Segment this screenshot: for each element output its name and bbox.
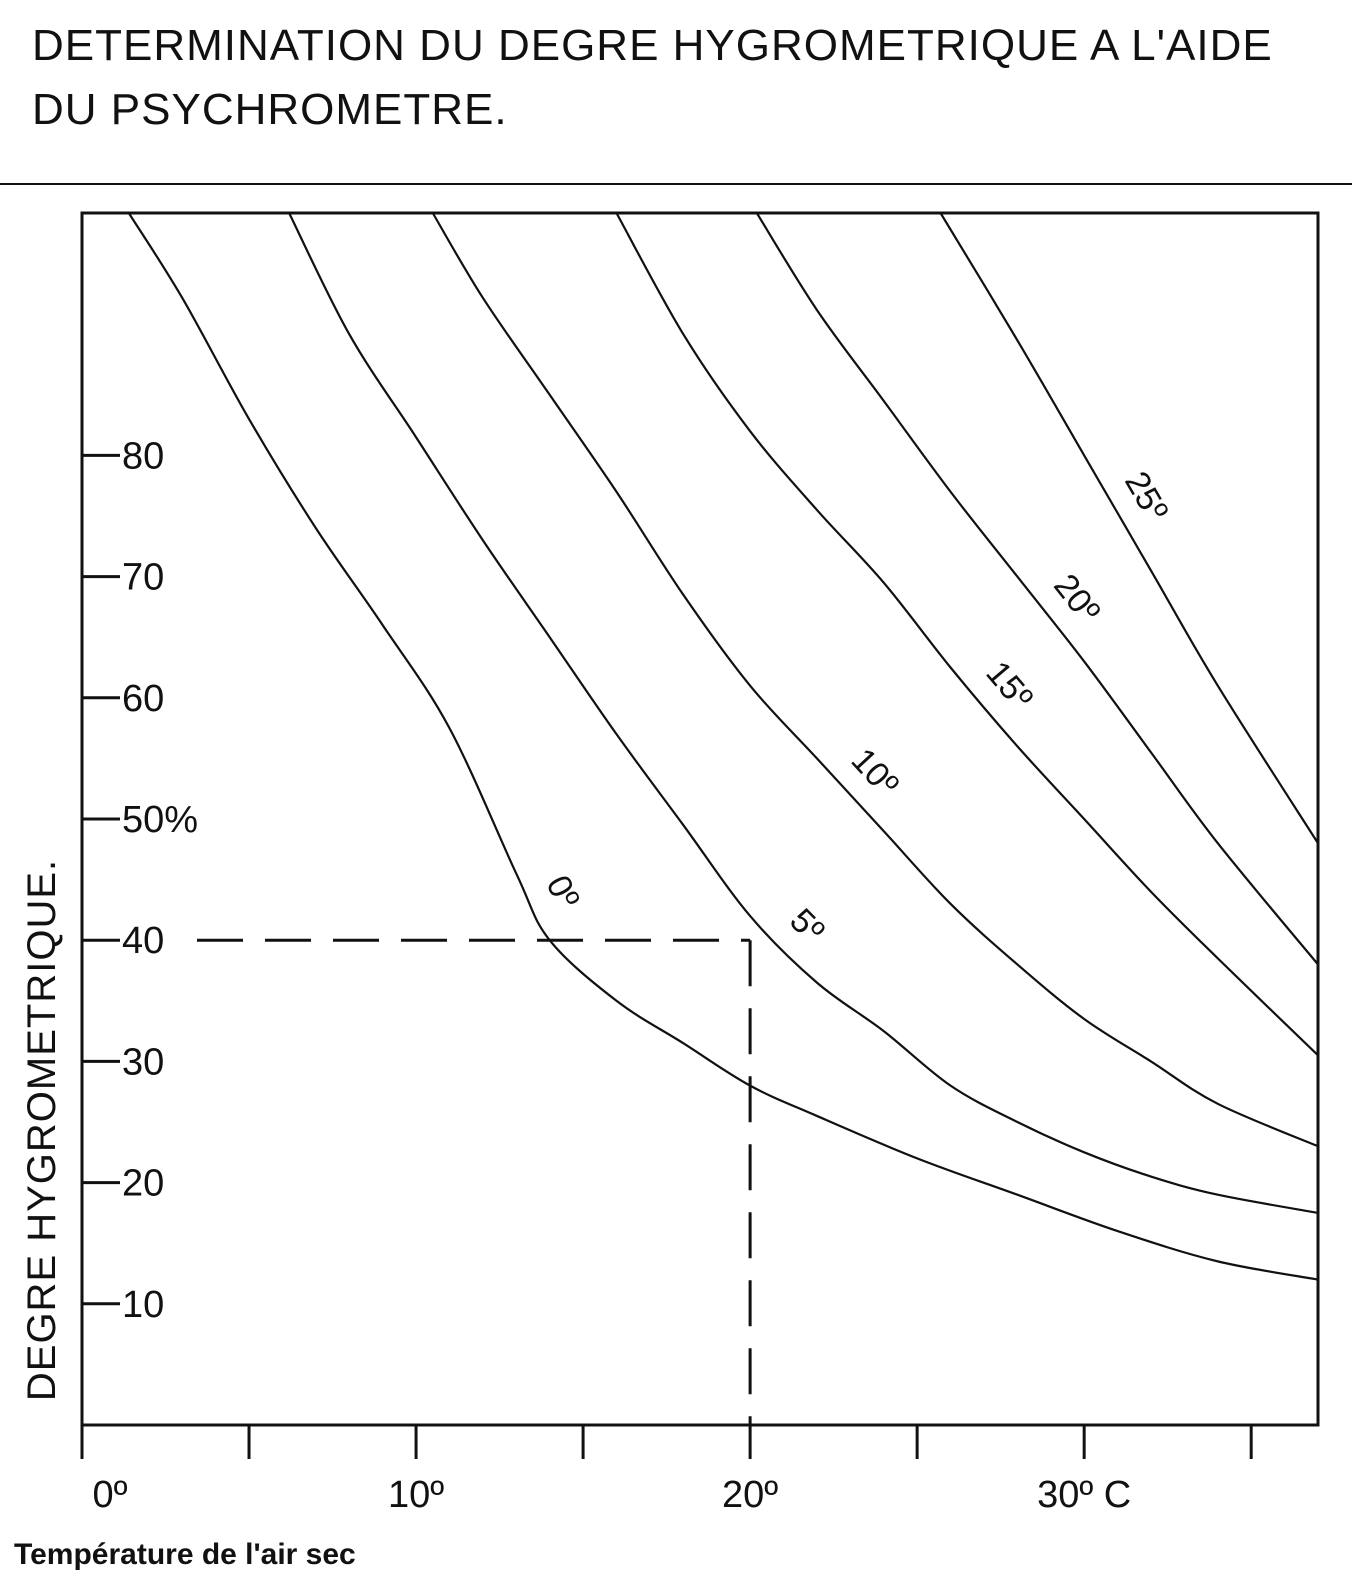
x-tick-label: 30º C <box>1037 1474 1131 1516</box>
y-tick-label: 60 <box>122 678 164 720</box>
x-tick-label: 10º <box>388 1474 444 1516</box>
curve-label: 20º <box>1046 567 1107 630</box>
curve-label: 5º <box>782 901 831 950</box>
plot-frame <box>80 211 1320 1427</box>
curve-line <box>127 212 1319 1281</box>
y-tick-label: 70 <box>122 557 164 599</box>
curve-line <box>939 212 1319 844</box>
curve-label: 25º <box>1117 465 1175 528</box>
y-tick-label: 50% <box>122 799 198 841</box>
page-title: DETERMINATION DU DEGRE HYGROMETRIQUE A L… <box>32 21 1273 134</box>
curve-line <box>431 212 1319 1148</box>
curve-line <box>755 212 1319 966</box>
x-tick-label: 0º <box>92 1474 127 1516</box>
curve-label: 15º <box>978 654 1039 717</box>
curve-label: 0º <box>538 870 586 915</box>
x-tick-label: 20º <box>722 1474 778 1516</box>
title-divider <box>0 183 1352 185</box>
y-tick-label: 20 <box>122 1163 164 1205</box>
x-axis-ticks: 0º 10º 20º 30º C <box>80 1425 1253 1516</box>
y-tick-label: 30 <box>122 1041 164 1083</box>
guide-lines <box>197 938 752 1425</box>
curve-line <box>288 212 1319 1214</box>
curve-label: 10º <box>844 741 906 804</box>
y-tick-label: 80 <box>122 435 164 477</box>
y-tick-label: 10 <box>122 1284 164 1326</box>
y-axis-label: DEGRE HYGROMETRIQUE. <box>20 859 64 1401</box>
y-axis-ticks: 10 20 30 40 50% 60 70 80 <box>82 435 198 1326</box>
y-tick-label: 40 <box>122 920 164 962</box>
curve-line <box>615 212 1319 1057</box>
x-axis-label: Température de l'air sec <box>14 1538 356 1571</box>
